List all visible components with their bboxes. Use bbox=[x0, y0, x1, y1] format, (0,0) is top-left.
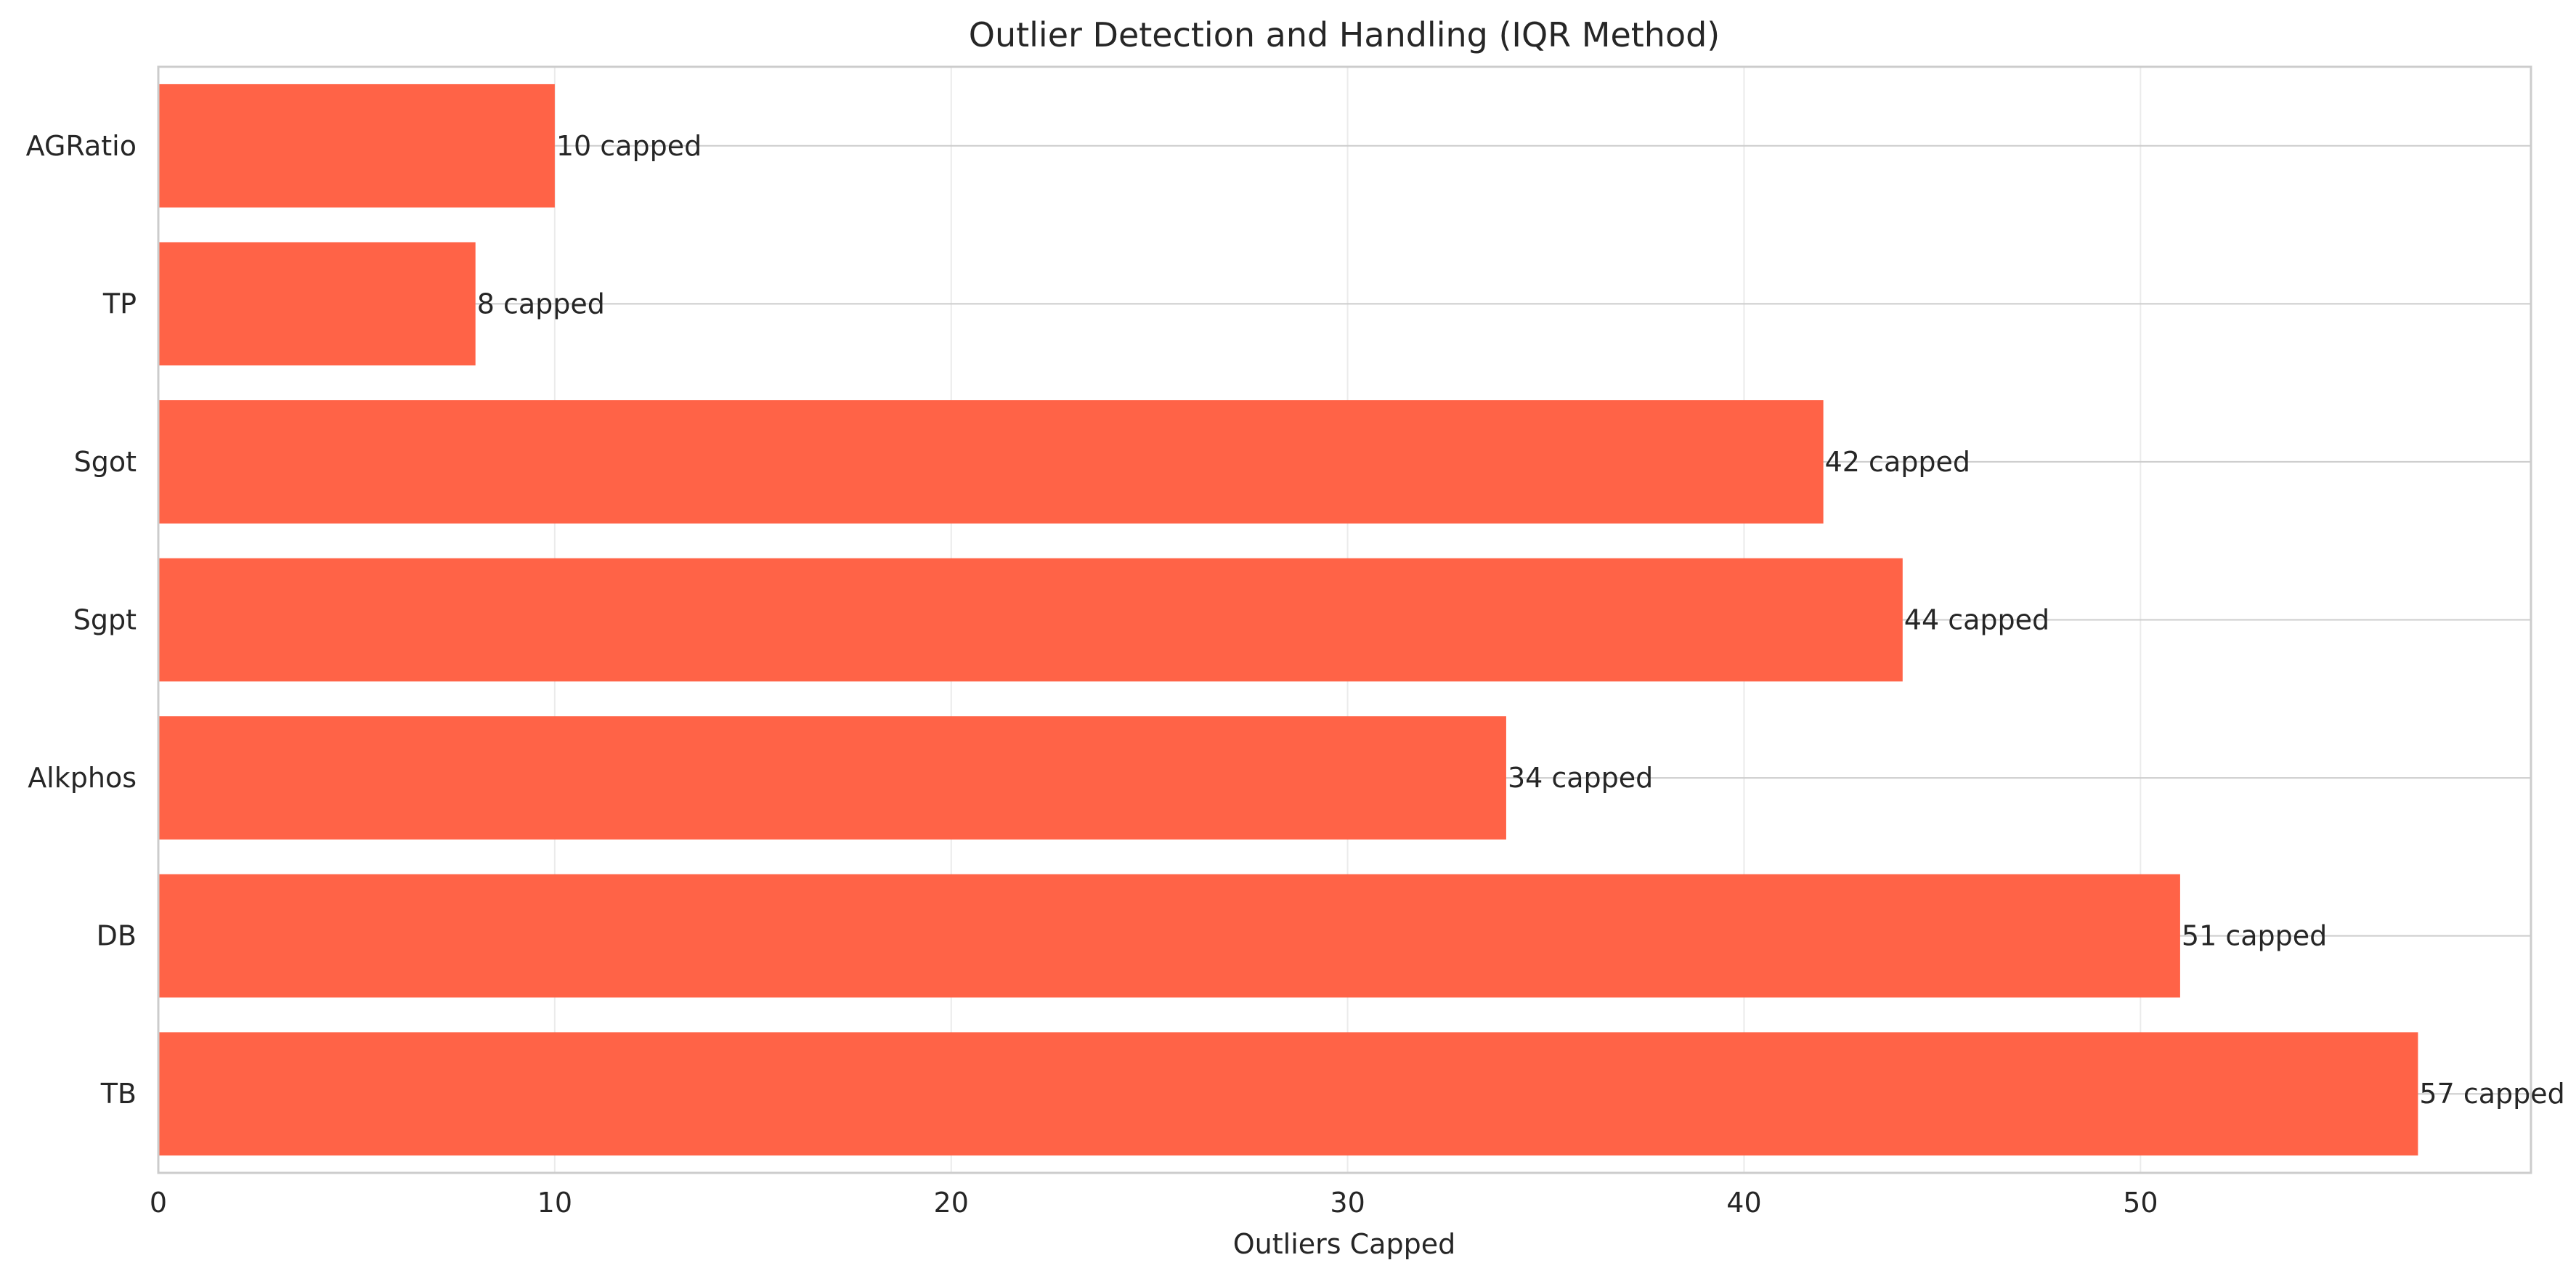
bar bbox=[158, 242, 476, 366]
bar bbox=[158, 716, 1506, 840]
axes-frame bbox=[157, 65, 2532, 1174]
bar bbox=[158, 1032, 2418, 1156]
data-label: 8 capped bbox=[477, 288, 605, 320]
y-tick-label: TP bbox=[102, 288, 137, 320]
x-axis-label: Outliers Capped bbox=[1233, 1228, 1455, 1260]
x-tick-label: 20 bbox=[934, 1187, 969, 1219]
data-label: 10 capped bbox=[556, 130, 702, 162]
data-label: 51 capped bbox=[2182, 920, 2327, 952]
chart-title: Outlier Detection and Handling (IQR Meth… bbox=[969, 15, 1720, 54]
y-tick-label: TB bbox=[100, 1078, 137, 1110]
plot-frame bbox=[157, 65, 2532, 1174]
bar bbox=[158, 400, 1824, 524]
y-tick-label: Sgpt bbox=[73, 604, 137, 636]
data-label: 57 capped bbox=[2419, 1078, 2564, 1110]
data-label: 42 capped bbox=[1825, 446, 1970, 478]
x-tick-label: 10 bbox=[537, 1187, 572, 1219]
y-tick-label: Alkphos bbox=[28, 762, 137, 794]
x-tick-label: 50 bbox=[2123, 1187, 2158, 1219]
y-tick-label: Sgot bbox=[74, 446, 137, 478]
bar bbox=[158, 558, 1903, 682]
y-tick-label: AGRatio bbox=[26, 130, 137, 162]
bars-layer bbox=[158, 84, 2418, 1156]
data-label: 34 capped bbox=[1508, 762, 1653, 794]
bar bbox=[158, 84, 555, 208]
y-tick-label: DB bbox=[97, 920, 137, 952]
bar bbox=[158, 874, 2180, 998]
x-tick-label: 30 bbox=[1330, 1187, 1365, 1219]
x-tick-label: 0 bbox=[150, 1187, 167, 1219]
labels-layer: 0 10 20 30 40 50 AGRatio 10 capped TP 8 capped Sgo… bbox=[26, 130, 2565, 1219]
x-tick-label: 40 bbox=[1726, 1187, 1761, 1219]
data-label: 44 capped bbox=[1904, 604, 2049, 636]
